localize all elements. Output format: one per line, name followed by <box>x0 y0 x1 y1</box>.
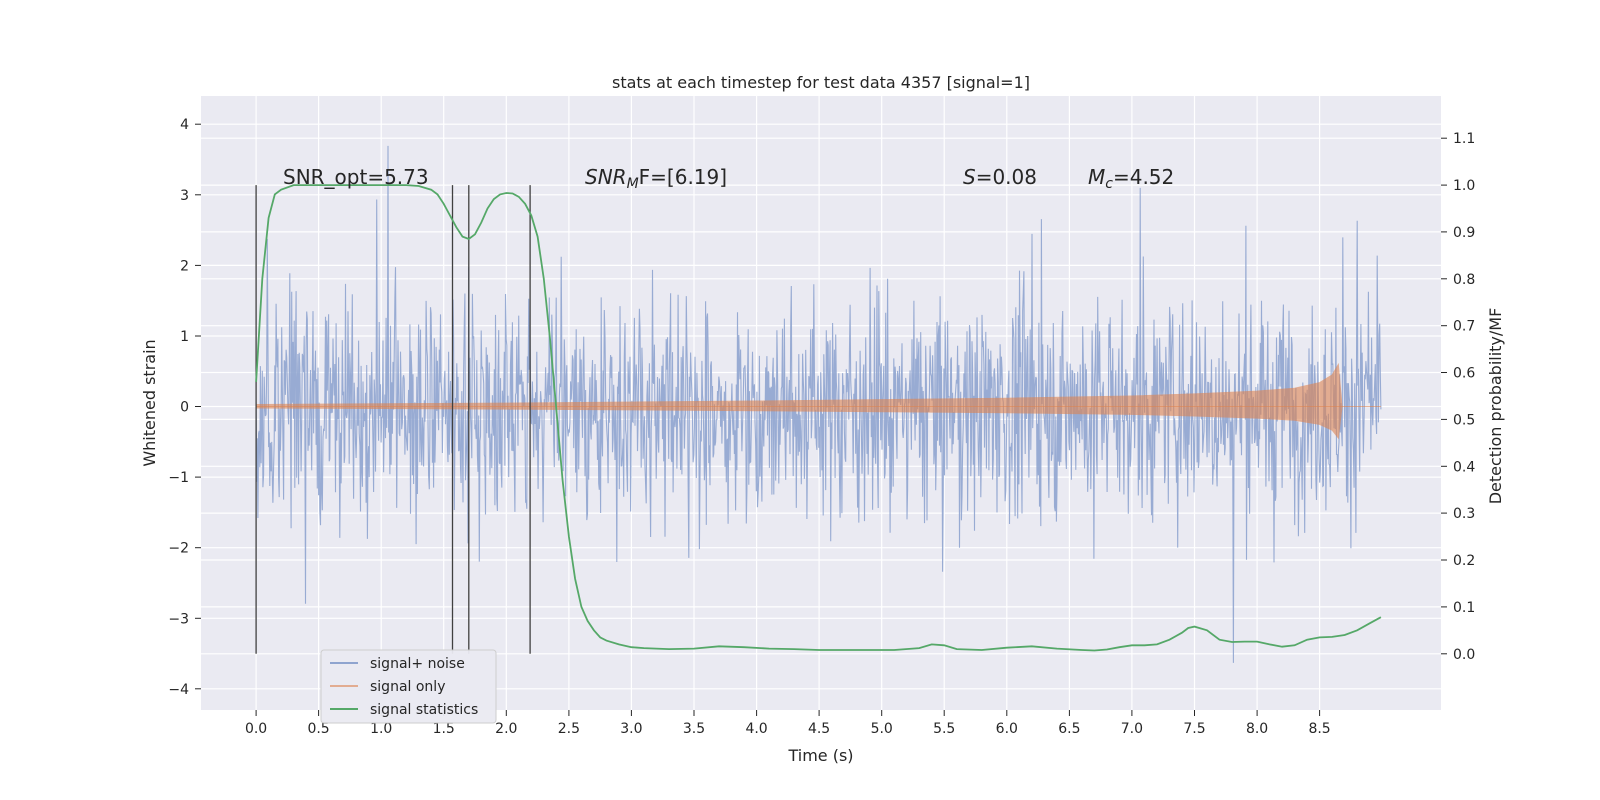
legend-label-signal-only: signal only <box>370 679 445 695</box>
annotation-snr-mf: SNRMF=[6.19] <box>585 165 727 192</box>
x-tick-label-16: 8.0 <box>1246 721 1268 737</box>
right-y-axis-ticks: 0.0 0.1 0.2 0.3 0.4 0.5 0.6 0.7 0.8 0.9 1.0 1.1 <box>1441 131 1475 663</box>
signal-only-trace <box>255 362 1343 440</box>
s-value: =0.08 <box>976 165 1037 189</box>
left-y-axis-ticks: −4 −3 −2 −1 0 1 2 3 4 <box>168 117 201 698</box>
right-y-tick-label-3: 0.3 <box>1453 506 1475 522</box>
right-y-tick-label-1: 0.1 <box>1453 600 1475 616</box>
snr-mf-subscript: M <box>627 176 639 192</box>
mc-symbol: M <box>1088 165 1105 189</box>
right-y-tick-label-4: 0.4 <box>1453 459 1475 475</box>
x-tick-label-9: 4.5 <box>808 721 830 737</box>
right-y-tick-label-11: 1.1 <box>1453 131 1475 147</box>
snr-mf-value: F=[6.19] <box>639 165 727 189</box>
signal-statistics-trace <box>255 184 1382 652</box>
snr-mf-symbol: SNR <box>585 165 627 189</box>
right-y-tick-label-2: 0.2 <box>1453 553 1475 569</box>
left-y-axis-label: Whitened strain <box>140 339 159 466</box>
right-y-tick-label-0: 0.0 <box>1453 647 1475 663</box>
x-tick-label-3: 1.5 <box>433 721 455 737</box>
right-y-tick-label-5: 0.5 <box>1453 412 1475 428</box>
right-y-tick-label-10: 1.0 <box>1453 178 1475 194</box>
legend-box <box>320 649 497 724</box>
legend-label-signal-noise: signal+ noise <box>370 656 465 672</box>
right-y-tick-label-6: 0.6 <box>1453 366 1475 382</box>
signal-only-series <box>255 362 1381 440</box>
left-y-tick-label-8: 4 <box>180 117 189 133</box>
left-y-tick-label-6: 2 <box>180 258 189 274</box>
mc-subscript: c <box>1105 176 1113 192</box>
signal-noise-trace <box>255 145 1382 663</box>
x-tick-label-2: 1.0 <box>370 721 392 737</box>
left-y-tick-label-3: −1 <box>168 470 189 486</box>
x-axis-ticks: 0.0 0.5 1.0 1.5 2.0 2.5 3.0 3.5 4.0 4.5 5.0 5.5 6.0 6… <box>245 710 1331 737</box>
x-tick-label-12: 6.0 <box>996 721 1018 737</box>
mc-value: =4.52 <box>1113 165 1174 189</box>
annotation-s: S=0.08 <box>963 165 1037 189</box>
x-tick-label-4: 2.0 <box>495 721 517 737</box>
left-y-tick-label-5: 1 <box>180 329 189 345</box>
s-symbol: S <box>963 165 976 189</box>
legend-label-signal-statistics: signal statistics <box>370 702 478 718</box>
right-y-tick-label-7: 0.7 <box>1453 319 1475 335</box>
legend: signal+ noise signal only signal statist… <box>320 649 497 724</box>
left-y-tick-label-2: −2 <box>168 541 189 557</box>
x-axis-label: Time (s) <box>787 746 853 765</box>
x-tick-label-0: 0.0 <box>245 721 267 737</box>
left-y-tick-label-1: −3 <box>168 611 189 627</box>
marker-vertical-lines <box>255 185 531 654</box>
signal-noise-series <box>255 145 1382 663</box>
x-tick-label-15: 7.5 <box>1183 721 1205 737</box>
left-y-tick-label-0: −4 <box>168 682 189 698</box>
x-tick-label-14: 7.0 <box>1121 721 1143 737</box>
x-tick-label-6: 3.0 <box>620 721 642 737</box>
x-tick-label-11: 5.5 <box>933 721 955 737</box>
x-tick-label-7: 3.5 <box>683 721 705 737</box>
right-y-tick-label-9: 0.9 <box>1453 225 1475 241</box>
left-y-tick-label-4: 0 <box>180 400 189 416</box>
x-tick-label-8: 4.0 <box>745 721 767 737</box>
right-y-axis-label: Detection probability/MF <box>1486 308 1505 505</box>
x-tick-label-5: 2.5 <box>558 721 580 737</box>
x-tick-label-10: 5.0 <box>871 721 893 737</box>
x-tick-label-13: 6.5 <box>1058 721 1080 737</box>
left-y-tick-label-7: 3 <box>180 188 189 204</box>
chart-title: stats at each timestep for test data 435… <box>612 73 1030 92</box>
x-tick-label-17: 8.5 <box>1308 721 1330 737</box>
right-y-tick-label-8: 0.8 <box>1453 272 1475 288</box>
annotation-mc: Mc=4.52 <box>1088 165 1174 192</box>
annotation-snr-opt: SNR_opt=5.73 <box>283 165 429 189</box>
x-tick-label-1: 0.5 <box>307 721 329 737</box>
signal-statistics-series <box>255 184 1382 652</box>
